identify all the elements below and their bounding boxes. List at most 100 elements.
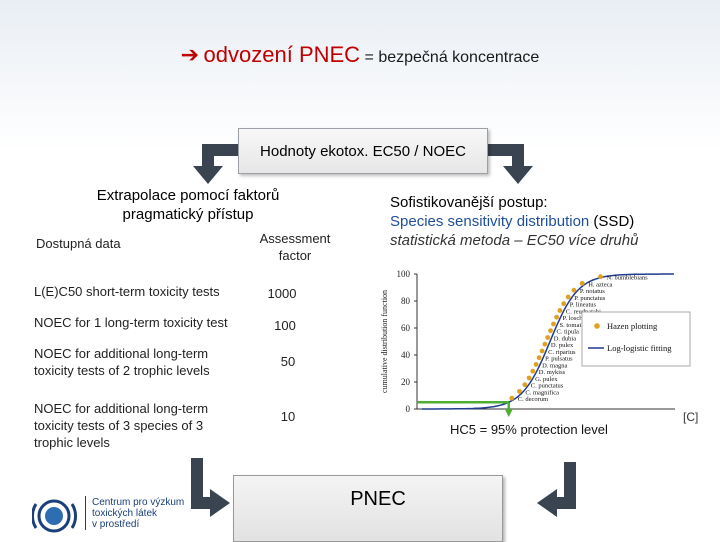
left-heading-line2: pragmatický přístup <box>122 206 254 223</box>
data-point <box>561 301 567 307</box>
data-point <box>598 274 603 280</box>
hc5-caption: HC5 = 95% protection level <box>450 422 608 437</box>
arrow-right-bottom-icon <box>555 462 576 509</box>
table-row: NOEC for additional long-term toxicity t… <box>34 345 259 379</box>
logo-text: Centrum pro výzkum toxických látek v pro… <box>92 497 184 530</box>
y-tick-label: 0 <box>406 404 411 414</box>
row-text-line2: toxicity tests of 3 species of 3 <box>34 418 204 433</box>
y-axis-label: cumulative distribution function <box>380 290 389 393</box>
ecotox-values-box: Hodnoty ekotox. EC50 / NOEC <box>238 128 488 174</box>
title-sub: = bezpečná koncentrace <box>364 49 540 66</box>
ssd-description: Sofistikovanější postup: Species sensiti… <box>390 193 710 250</box>
arrow-left-top-icon <box>202 144 238 168</box>
hc5-arrow-icon <box>504 409 513 417</box>
species-label: P. loschi <box>563 315 585 322</box>
col-header-factor: Assessment factor <box>250 230 340 264</box>
recetox-logo-icon <box>32 499 77 533</box>
arrow-left-bottom-head-icon <box>210 489 230 517</box>
species-label: P. punctatus <box>574 295 606 302</box>
species-label: P. pulsatus <box>545 356 573 363</box>
row-factor: 50 <box>280 354 296 369</box>
species-label: S. tomaillis <box>560 322 590 329</box>
species-label: P. notatus <box>580 288 605 295</box>
species-label: C. magnifica <box>525 389 559 396</box>
arrow-right-top-icon <box>486 144 524 168</box>
row-text-line1: L(E)C50 short-term toxicity tests <box>34 284 220 299</box>
data-point <box>571 287 577 293</box>
y-tick-label: 60 <box>401 323 411 333</box>
data-point <box>545 335 551 340</box>
data-point <box>539 348 545 354</box>
data-point <box>533 362 539 367</box>
col-header-factor-line2: factor <box>278 248 312 263</box>
row-text-line1: NOEC for 1 long-term toxicity test <box>34 315 228 330</box>
logo-line2: toxických látek <box>92 508 158 519</box>
row-factor: 100 <box>274 318 296 333</box>
arrow-left-top-head-icon <box>193 166 223 184</box>
species-label: C. punctatus <box>531 383 564 390</box>
data-point <box>509 395 515 401</box>
arrow-left-bottom-icon <box>191 458 212 509</box>
col-header-factor-line1: Assessment <box>259 231 331 246</box>
ssd-line1: Sofistikovanější postup: <box>390 194 548 211</box>
table-row: NOEC for 1 long-term toxicity test <box>34 314 259 331</box>
row-text-line1: NOEC for additional long-term <box>34 346 209 361</box>
y-tick-label: 100 <box>397 269 411 279</box>
species-label: D. pulex <box>551 342 574 349</box>
y-tick-label: 40 <box>401 350 411 360</box>
data-point <box>579 281 585 286</box>
data-point <box>530 368 536 374</box>
logo-line3: v prostředí <box>92 519 140 530</box>
ssd-term: Species sensitivity distribution <box>390 213 590 230</box>
row-factor: 10 <box>280 409 296 424</box>
data-point <box>542 341 548 347</box>
pnec-label: PNEC <box>350 488 406 510</box>
slide-title: ➔ odvození PNEC = bezpečná koncentrace <box>0 42 720 68</box>
left-heading: Extrapolace pomocí faktorů pragmatický p… <box>58 186 318 224</box>
title-main: odvození PNEC <box>203 42 361 67</box>
species-label: D. mykiss <box>539 369 566 376</box>
arrow-right-bottom-head-icon <box>537 489 557 517</box>
left-heading-line1: Extrapolace pomocí faktorů <box>96 187 280 204</box>
data-point <box>517 389 522 394</box>
legend-points-label: Hazen plotting <box>607 321 658 331</box>
logo-line1: Centrum pro výzkum <box>92 497 185 508</box>
y-tick-label: 20 <box>401 377 411 387</box>
ssd-chart: 0 20 40 60 80 100 cumulative distribution func… <box>375 262 710 458</box>
data-point <box>551 321 556 327</box>
logo-divider <box>85 496 86 530</box>
col-header-data: Dostupná data <box>36 236 121 251</box>
legend-line-label: Log-logistic fitting <box>607 343 672 353</box>
data-point <box>548 328 553 334</box>
species-label: D. magna <box>542 362 567 369</box>
ssd-line2: Species sensitivity distribution (SSD) <box>390 212 710 231</box>
title-arrow-icon: ➔ <box>180 42 200 67</box>
species-label: H. azteca <box>588 281 612 288</box>
row-factor: 1000 <box>267 286 297 301</box>
table-row: L(E)C50 short-term toxicity tests <box>34 283 259 300</box>
data-point <box>554 314 559 320</box>
ssd-line3: statistická metoda – EC50 více druhů <box>390 232 639 249</box>
species-label: N. bumblebians <box>607 275 649 282</box>
species-label: G. pulex <box>535 376 558 383</box>
legend-box <box>581 311 691 367</box>
species-label: D. dubia <box>554 336 577 343</box>
data-point <box>526 375 532 381</box>
row-text-line3: trophic levels <box>34 435 110 450</box>
data-point <box>536 355 542 361</box>
table-row: NOEC for additional long-term toxicity t… <box>34 400 259 451</box>
legend-point-icon <box>594 323 600 329</box>
row-text-line1: NOEC for additional long-term <box>34 401 209 416</box>
ssd-abbr: (SSD) <box>589 213 635 230</box>
data-point <box>565 294 571 300</box>
species-label: P. lineatus <box>570 302 597 309</box>
species-label: C. decorum <box>518 396 548 403</box>
data-point <box>522 382 528 388</box>
arrow-right-top-head-icon <box>503 166 533 184</box>
data-point <box>557 308 563 313</box>
ssd-chart-svg: 0 20 40 60 80 100 cumulative distribution func… <box>380 269 691 417</box>
species-label: C. riparius <box>548 349 576 356</box>
fitted-curve <box>422 273 674 410</box>
y-tick-label: 80 <box>401 296 411 306</box>
